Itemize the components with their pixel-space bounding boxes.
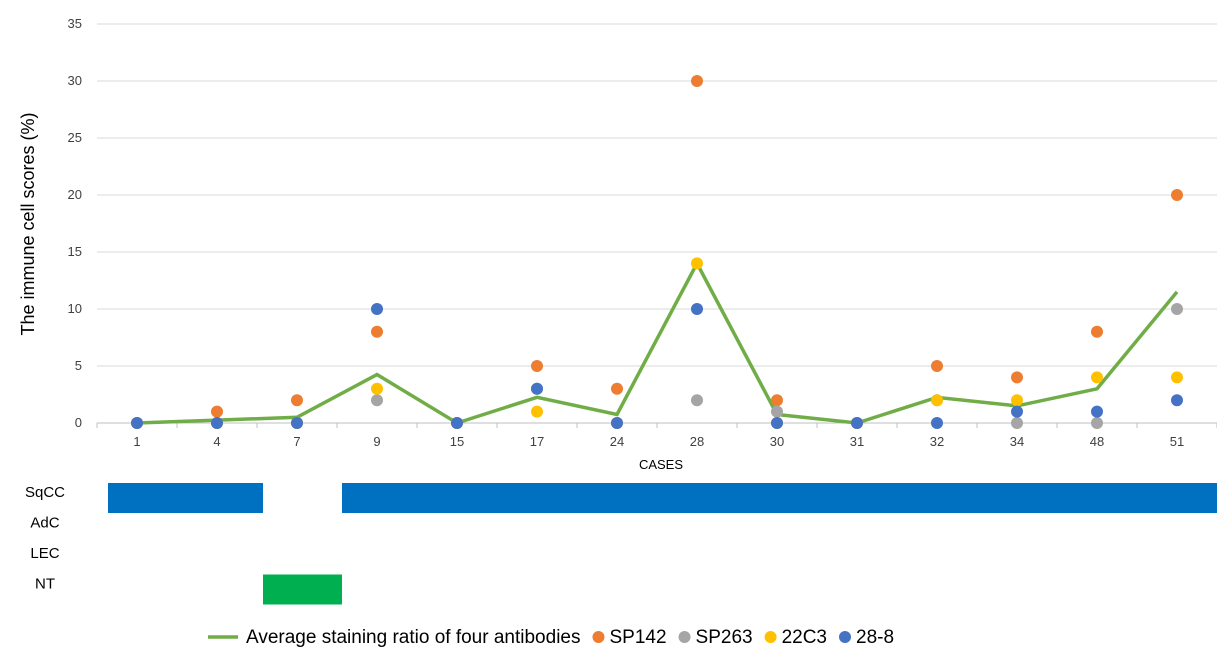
point-22c3 bbox=[931, 394, 943, 407]
point-sp263 bbox=[771, 405, 783, 418]
legend-swatch-sp263 bbox=[678, 631, 691, 643]
point-28-8 bbox=[1091, 405, 1103, 418]
point-28-8 bbox=[851, 417, 863, 429]
y-tick-label: 10 bbox=[68, 301, 82, 316]
average-line-series bbox=[136, 259, 1179, 425]
y-tick-label: 25 bbox=[68, 130, 82, 145]
x-tick-label: 34 bbox=[1010, 434, 1024, 449]
point-28-8 bbox=[1011, 405, 1023, 418]
point-sp263 bbox=[1011, 417, 1023, 429]
y-tick-label: 35 bbox=[68, 16, 82, 31]
histology-bar-nt bbox=[263, 574, 342, 605]
point-sp263 bbox=[691, 394, 703, 407]
legend-label-22c3: 22C3 bbox=[782, 627, 827, 648]
point-22c3 bbox=[1171, 371, 1183, 384]
histology-track: SqCC AdC LEC NT bbox=[25, 483, 1217, 605]
y-axis-title: The immune cell scores (%) bbox=[18, 112, 38, 335]
point-sp142 bbox=[771, 394, 783, 407]
point-28-8 bbox=[291, 417, 303, 429]
point-28-8 bbox=[1171, 394, 1183, 407]
x-axis-title: CASES bbox=[639, 457, 683, 472]
histology-row-label: AdC bbox=[30, 515, 59, 532]
point-22c3 bbox=[531, 405, 543, 418]
legend-label-average-staining-ratio-of-four-antibodies: Average staining ratio of four antibodie… bbox=[246, 627, 580, 648]
point-sp142 bbox=[1011, 371, 1023, 384]
x-tick-label: 1 bbox=[133, 434, 140, 449]
x-tick-label: 9 bbox=[373, 434, 380, 449]
point-sp142 bbox=[531, 360, 543, 372]
point-28-8 bbox=[611, 417, 623, 429]
y-tick-label: 20 bbox=[68, 187, 82, 202]
legend-label-sp263: SP263 bbox=[696, 627, 753, 648]
point-sp263 bbox=[1171, 303, 1183, 315]
histology-row-label: NT bbox=[35, 576, 55, 593]
point-sp142 bbox=[211, 405, 223, 418]
x-tick-label: 17 bbox=[530, 434, 544, 449]
x-tick-label: 51 bbox=[1170, 434, 1184, 449]
x-tick-label: 48 bbox=[1090, 434, 1104, 449]
legend-label-28-8: 28-8 bbox=[856, 627, 894, 648]
histology-row-label: LEC bbox=[30, 545, 59, 562]
y-tick-label: 5 bbox=[75, 358, 82, 373]
point-22c3 bbox=[1091, 371, 1103, 384]
x-tick-label: 24 bbox=[610, 434, 624, 449]
point-sp263 bbox=[1091, 417, 1103, 429]
point-22c3 bbox=[1011, 394, 1023, 407]
point-28-8 bbox=[451, 417, 463, 429]
x-tick-label: 30 bbox=[770, 434, 784, 449]
point-22c3 bbox=[371, 382, 383, 395]
point-sp263 bbox=[371, 394, 383, 407]
y-tick-label: 15 bbox=[68, 244, 82, 259]
legend-swatch-sp142 bbox=[592, 631, 605, 643]
point-sp142 bbox=[291, 394, 303, 407]
x-tick-label: 28 bbox=[690, 434, 704, 449]
histology-row-label: SqCC bbox=[25, 484, 65, 501]
y-tick-label: 0 bbox=[75, 415, 82, 430]
x-tick-label: 31 bbox=[850, 434, 864, 449]
point-sp142 bbox=[371, 325, 383, 338]
point-28-8 bbox=[771, 417, 783, 429]
point-sp142 bbox=[691, 75, 703, 87]
x-tick-labels: 1 4 7 9 15 17 24 28 30 31 32 34 48 51 bbox=[133, 434, 1184, 449]
point-28-8 bbox=[691, 303, 703, 315]
x-axis bbox=[96, 422, 1217, 428]
point-28-8 bbox=[931, 417, 943, 429]
point-28-8 bbox=[211, 417, 223, 429]
point-28-8 bbox=[131, 417, 143, 429]
legend: Average staining ratio of four antibodie… bbox=[208, 627, 894, 648]
y-tick-labels: 0 5 10 15 20 25 30 35 bbox=[68, 16, 82, 430]
gridlines bbox=[97, 23, 1217, 367]
histology-bar-sqcc bbox=[108, 483, 263, 513]
x-tick-label: 7 bbox=[293, 434, 300, 449]
x-tick-label: 4 bbox=[213, 434, 220, 449]
histology-bar-sqcc bbox=[342, 483, 1217, 513]
point-sp142 bbox=[931, 360, 943, 372]
legend-label-sp142: SP142 bbox=[609, 627, 666, 648]
point-sp142 bbox=[1091, 325, 1103, 338]
point-sp142 bbox=[1171, 189, 1183, 201]
point-sp142 bbox=[611, 382, 623, 395]
point-28-8 bbox=[531, 382, 543, 395]
x-tick-label: 15 bbox=[450, 434, 464, 449]
legend-swatch-22c3 bbox=[764, 631, 777, 643]
point-22c3 bbox=[691, 257, 703, 270]
y-tick-label: 30 bbox=[68, 73, 82, 88]
dot-series bbox=[131, 75, 1183, 429]
x-tick-label: 32 bbox=[930, 434, 944, 449]
average-line bbox=[136, 259, 1179, 425]
point-28-8 bbox=[371, 303, 383, 315]
legend-swatch-28-8 bbox=[839, 631, 851, 643]
